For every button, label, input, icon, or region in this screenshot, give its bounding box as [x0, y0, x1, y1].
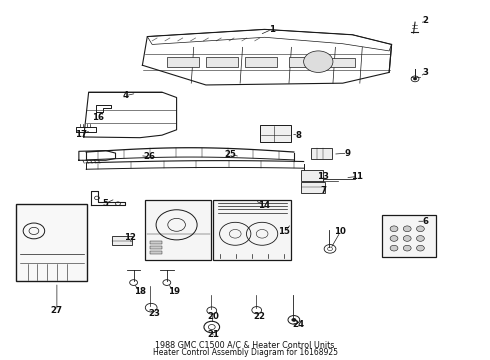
Text: 19: 19 — [168, 287, 180, 296]
Bar — [167, 57, 198, 67]
Text: 11: 11 — [351, 172, 364, 181]
Circle shape — [292, 318, 296, 321]
Bar — [213, 201, 292, 260]
Text: 12: 12 — [124, 233, 136, 242]
Text: 27: 27 — [51, 306, 63, 315]
Circle shape — [390, 235, 398, 241]
Text: 18: 18 — [134, 287, 146, 296]
Bar — [260, 125, 292, 142]
Circle shape — [390, 245, 398, 251]
Bar — [150, 246, 162, 249]
Text: 17: 17 — [75, 130, 87, 139]
Circle shape — [413, 77, 417, 80]
Text: 4: 4 — [122, 91, 128, 100]
Text: 20: 20 — [207, 312, 219, 321]
Text: 2: 2 — [423, 16, 429, 25]
Circle shape — [304, 51, 333, 72]
Circle shape — [416, 226, 424, 231]
Bar — [145, 201, 211, 260]
Bar — [301, 170, 323, 181]
Text: 21: 21 — [207, 330, 219, 339]
Circle shape — [403, 245, 411, 251]
Text: 1: 1 — [269, 25, 275, 34]
Bar — [301, 182, 325, 193]
Text: 5: 5 — [103, 199, 109, 208]
Text: 8: 8 — [296, 131, 302, 140]
Circle shape — [390, 226, 398, 231]
Text: 15: 15 — [278, 228, 290, 237]
Circle shape — [403, 226, 411, 231]
Text: 10: 10 — [334, 228, 346, 237]
Bar — [150, 241, 162, 244]
Bar — [150, 251, 162, 253]
Text: 14: 14 — [259, 201, 270, 210]
Circle shape — [416, 245, 424, 251]
Bar — [245, 57, 277, 67]
Text: 13: 13 — [317, 172, 329, 181]
Text: 23: 23 — [148, 309, 161, 318]
Text: 24: 24 — [293, 320, 305, 329]
Circle shape — [403, 235, 411, 241]
Text: Heater Control Assembly Diagram for 16168925: Heater Control Assembly Diagram for 1616… — [152, 348, 338, 357]
Bar — [328, 58, 355, 67]
Text: 9: 9 — [344, 149, 351, 158]
Bar — [206, 57, 238, 67]
Text: 6: 6 — [423, 217, 429, 226]
Text: 22: 22 — [254, 312, 266, 321]
Text: 25: 25 — [224, 150, 236, 159]
Text: 3: 3 — [423, 68, 429, 77]
Text: 26: 26 — [144, 152, 156, 161]
Text: 7: 7 — [320, 186, 326, 195]
Bar — [382, 215, 436, 257]
Bar — [112, 236, 132, 245]
Bar — [289, 57, 321, 67]
Text: 1988 GMC C1500 A/C & Heater Control Units: 1988 GMC C1500 A/C & Heater Control Unit… — [155, 341, 335, 350]
Bar — [16, 204, 87, 281]
Circle shape — [416, 235, 424, 241]
Text: 16: 16 — [93, 113, 104, 122]
Bar — [312, 148, 332, 159]
